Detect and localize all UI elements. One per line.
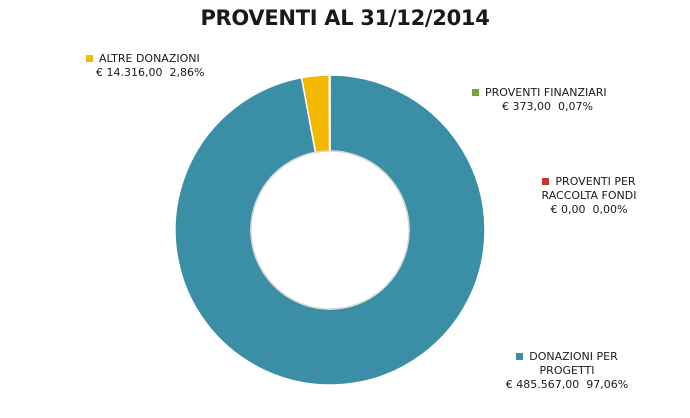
label-altre-donazioni-percent: 2,86% <box>169 66 205 79</box>
label-donazioni-progetti-percent: 97,06% <box>586 378 629 391</box>
label-proventi-finanziari: PROVENTI FINANZIARI € 373,00 0,07% <box>472 86 607 114</box>
label-proventi-raccolta-fondi: PROVENTI PER RACCOLTA FONDI € 0,00 0,00% <box>530 175 648 217</box>
swatch-donazioni-progetti <box>516 353 524 360</box>
chart-title: PROVENTI AL 31/12/2014 <box>200 6 490 30</box>
donut-hole <box>250 150 410 310</box>
label-proventi-finanziari-percent: 0,07% <box>557 100 593 113</box>
slice-2 <box>328 74 331 152</box>
label-altre-donazioni-amount: € 14.316,00 <box>96 66 163 79</box>
label-donazioni-progetti-name-2: PROGETTI <box>539 364 595 377</box>
label-proventi-raccolta-fondi-percent: 0,00% <box>592 203 628 216</box>
label-donazioni-progetti-name-1: DONAZIONI PER <box>529 350 618 363</box>
label-altre-donazioni-name: ALTRE DONAZIONI <box>99 52 200 65</box>
label-proventi-raccolta-fondi-name-1: PROVENTI PER <box>555 175 636 188</box>
swatch-proventi-raccolta-fondi <box>542 178 550 185</box>
label-proventi-finanziari-name: PROVENTI FINANZIARI <box>485 86 607 99</box>
swatch-proventi-finanziari <box>472 89 479 96</box>
label-altre-donazioni: ALTRE DONAZIONI € 14.316,00 2,86% <box>86 52 204 80</box>
label-donazioni-progetti-amount: € 485.567,00 <box>505 378 580 391</box>
label-proventi-raccolta-fondi-name-2: RACCOLTA FONDI <box>541 189 637 202</box>
label-donazioni-progetti: DONAZIONI PER PROGETTI € 485.567,00 97,0… <box>496 350 638 392</box>
swatch-altre-donazioni <box>86 55 93 62</box>
label-proventi-finanziari-amount: € 373,00 <box>502 100 551 113</box>
label-proventi-raccolta-fondi-amount: € 0,00 <box>550 203 586 216</box>
